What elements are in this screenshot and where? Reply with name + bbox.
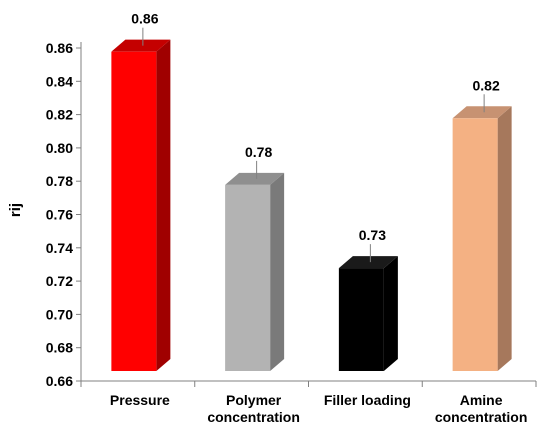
y-tick-label: 0.74 (46, 240, 73, 256)
bar-front (452, 118, 498, 372)
y-tick-label: 0.76 (46, 207, 73, 223)
x-category-label: Amine concentration (435, 392, 528, 425)
data-label: 0.86 (131, 11, 158, 27)
y-tick-label: 0.68 (46, 340, 73, 356)
x-category-label-line: Pressure (110, 392, 170, 408)
data-labels: 0.86 0.78 0.73 0.82 (131, 11, 500, 263)
bar (111, 39, 171, 372)
bar (225, 172, 285, 371)
data-label: 0.73 (359, 227, 386, 243)
bar-side (497, 106, 512, 372)
bar-top (225, 172, 285, 185)
y-tick-label: 0.86 (46, 40, 73, 56)
y-tick-label: 0.70 (46, 306, 73, 322)
x-category-label-line: Polymer (226, 392, 282, 408)
x-category-label-line: concentration (207, 409, 300, 425)
bars (111, 39, 512, 372)
bar (338, 256, 398, 371)
y-tick-label: 0.66 (46, 373, 73, 389)
bar-side (383, 256, 398, 371)
x-category-label-line: concentration (435, 409, 528, 425)
bar-top (111, 39, 171, 52)
x-category-label: Polymer concentration (207, 392, 300, 425)
y-tick-label: 0.80 (46, 140, 73, 156)
x-category-label: Pressure (110, 392, 170, 408)
x-category-label-line: Filler loading (324, 392, 411, 408)
bar-front (338, 268, 384, 371)
y-tick-label: 0.84 (46, 73, 73, 89)
bar-side (270, 172, 285, 371)
bar (452, 106, 512, 372)
axes: 0.66 0.68 0.70 0.72 0.74 0.76 0.78 0.80 0.82 0.84… (46, 40, 537, 425)
data-label: 0.78 (245, 144, 272, 160)
x-category-label-line: Amine (460, 392, 503, 408)
bar-front (111, 51, 157, 372)
bar-front (225, 184, 271, 371)
y-tick-label: 0.72 (46, 273, 73, 289)
bar-top (338, 256, 398, 269)
data-label: 0.82 (473, 77, 500, 93)
y-axis-label: rij (7, 203, 24, 217)
x-category-label: Filler loading (324, 392, 411, 408)
y-tick-label: 0.82 (46, 107, 73, 123)
bar-side (156, 39, 171, 372)
bar-top (452, 106, 512, 119)
y-tick-label: 0.78 (46, 173, 73, 189)
